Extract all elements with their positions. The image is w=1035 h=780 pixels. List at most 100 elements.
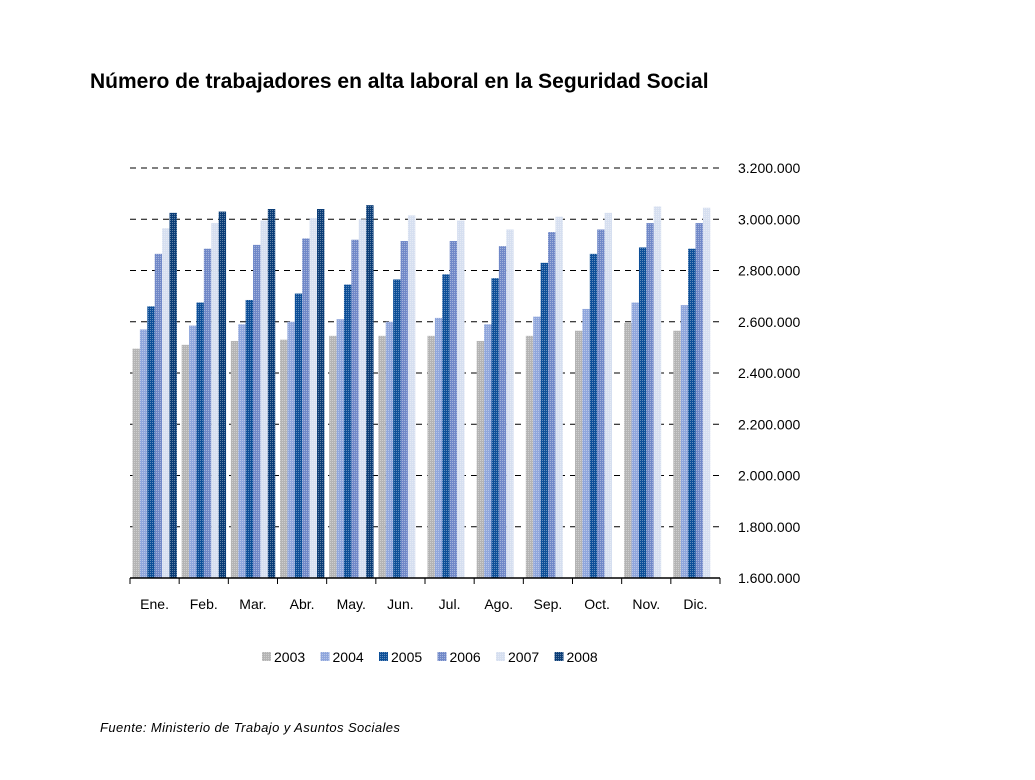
bar-2008-abr xyxy=(317,209,325,578)
bar-2005-may xyxy=(343,284,352,578)
x-tick-label: Nov. xyxy=(632,596,660,612)
bar-2006-oct xyxy=(597,229,605,578)
bar-2004-feb xyxy=(189,325,197,578)
legend-label-2008: 2008 xyxy=(567,649,598,665)
x-tick-label: Feb. xyxy=(190,596,218,612)
bar-2006-ene xyxy=(154,253,163,578)
bar-2005-ene xyxy=(147,306,155,578)
legend-swatch-2008 xyxy=(554,652,564,661)
bar-2007-feb xyxy=(211,223,219,578)
y-tick-label: 3.200.000 xyxy=(738,160,800,176)
bar-2003-abr xyxy=(280,339,288,578)
x-axis xyxy=(129,577,721,584)
bar-chart: 1.600.000 1.800.000 2.000.000 2.200.000 2.40… xyxy=(129,160,800,665)
bar-2007-ago xyxy=(506,229,514,578)
bars xyxy=(132,205,711,578)
legend-swatch-2007 xyxy=(496,652,505,661)
x-tick-label: Sep. xyxy=(534,596,563,612)
bar-2005-sep xyxy=(540,262,549,578)
bar-2003-ene xyxy=(132,348,140,578)
bar-2004-mar xyxy=(238,324,246,578)
bar-2008-mar xyxy=(267,209,276,578)
bar-2007-jun xyxy=(407,215,416,578)
bar-2003-dic xyxy=(673,330,681,578)
x-axis-tick-labels: Ene. Feb. Mar. Abr. May. Jun. Jul. Ago. Sep. Oct.… xyxy=(140,596,707,612)
bar-2003-mar xyxy=(230,340,239,578)
legend-swatch-2006 xyxy=(437,652,447,661)
bar-2004-ago xyxy=(484,324,492,578)
bar-2003-may xyxy=(329,335,337,578)
bar-2004-ene xyxy=(139,329,148,578)
x-tick-label: Oct. xyxy=(584,596,610,612)
bar-2005-abr xyxy=(294,293,303,578)
bar-2003-jun xyxy=(378,335,386,578)
bar-2006-nov xyxy=(646,223,654,578)
bar-2005-dic xyxy=(688,248,696,578)
bar-2003-oct xyxy=(575,330,583,578)
x-tick-label: May. xyxy=(337,596,366,612)
bar-2004-jul xyxy=(434,317,443,578)
bar-2006-sep xyxy=(548,232,556,578)
legend-swatch-2004 xyxy=(320,652,330,661)
bar-2003-feb xyxy=(181,344,190,578)
bar-2005-jun xyxy=(393,279,401,578)
bar-2008-ene xyxy=(169,212,177,578)
x-tick-label: Ago. xyxy=(484,596,513,612)
y-tick-label: 2.200.000 xyxy=(738,416,800,432)
bar-2007-nov xyxy=(653,206,662,578)
y-axis-tick-labels: 1.600.000 1.800.000 2.000.000 2.200.000 2.40… xyxy=(738,160,800,586)
y-tick-label: 2.400.000 xyxy=(738,365,800,381)
bar-2007-oct xyxy=(604,212,612,578)
bar-2003-nov xyxy=(624,323,632,578)
bar-2006-ago xyxy=(498,246,507,578)
source-note: Fuente: Ministerio de Trabajo y Asuntos … xyxy=(100,720,401,735)
bar-2005-oct xyxy=(589,253,598,578)
legend-label-2003: 2003 xyxy=(274,649,305,665)
bar-2005-jul xyxy=(442,274,450,578)
x-tick-label: Ene. xyxy=(140,596,169,612)
bar-2005-mar xyxy=(245,299,254,578)
bar-2005-feb xyxy=(196,302,204,578)
bar-2007-sep xyxy=(555,216,563,578)
bar-2008-may xyxy=(366,205,374,578)
y-tick-label: 1.600.000 xyxy=(738,570,800,586)
bar-2007-ene xyxy=(162,228,170,578)
bar-2006-mar xyxy=(253,244,261,578)
bar-2004-oct xyxy=(582,308,590,578)
x-tick-label: Abr. xyxy=(290,596,315,612)
legend-swatch-2005 xyxy=(379,652,388,661)
chart-title: Número de trabajadores en alta laboral e… xyxy=(90,70,709,93)
legend: 2003 2004 2005 2006 2007 2008 xyxy=(262,649,598,665)
bar-2005-nov xyxy=(638,247,647,578)
bar-2007-jul xyxy=(457,220,465,578)
x-tick-label: Jul. xyxy=(439,596,461,612)
bar-2004-nov xyxy=(631,302,639,578)
bar-2004-dic xyxy=(680,305,689,578)
bar-2006-feb xyxy=(203,248,212,578)
bar-2004-sep xyxy=(533,316,541,578)
y-tick-label: 2.000.000 xyxy=(738,468,800,484)
legend-label-2004: 2004 xyxy=(333,649,364,665)
bar-2004-jun xyxy=(385,321,394,578)
bar-2004-abr xyxy=(287,321,295,578)
bar-2003-jul xyxy=(427,335,435,578)
x-tick-label: Dic. xyxy=(683,596,707,612)
bar-2006-jul xyxy=(449,241,458,578)
y-tick-label: 1.800.000 xyxy=(738,519,800,535)
bar-2003-sep xyxy=(525,335,534,578)
x-tick-label: Mar. xyxy=(239,596,266,612)
legend-label-2007: 2007 xyxy=(508,649,539,665)
bar-2006-jun xyxy=(400,241,408,578)
bar-2008-feb xyxy=(218,211,227,578)
bar-2007-dic xyxy=(702,207,711,578)
bar-2006-may xyxy=(351,239,359,578)
bar-2005-ago xyxy=(491,278,499,578)
bar-2007-may xyxy=(358,219,367,578)
bar-2007-mar xyxy=(260,220,268,578)
bar-2006-abr xyxy=(302,238,310,578)
bar-2004-may xyxy=(336,319,344,578)
y-tick-label: 2.600.000 xyxy=(738,314,800,330)
bar-2007-abr xyxy=(309,217,317,578)
bar-2003-ago xyxy=(476,340,485,578)
y-tick-label: 2.800.000 xyxy=(738,263,800,279)
